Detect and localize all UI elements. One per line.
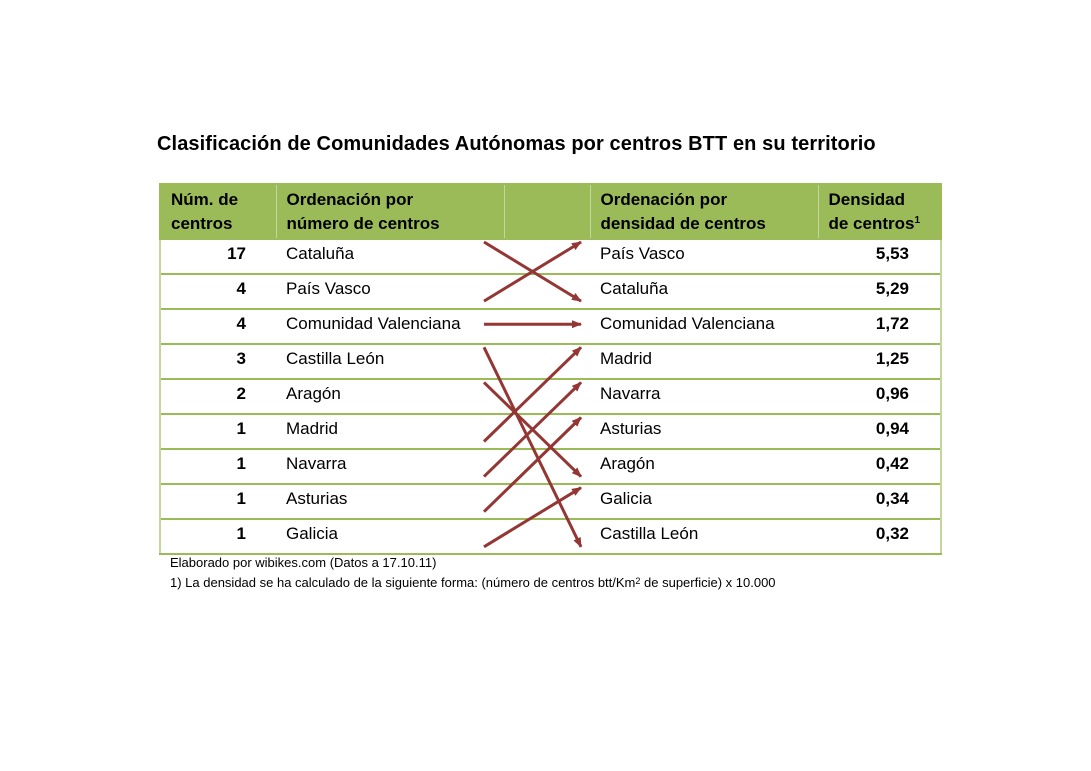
community-by-density: Castilla León (590, 518, 818, 555)
community-by-number: País Vasco (276, 273, 504, 309)
table-row: 1 Galicia Castilla León 0,32 (159, 518, 942, 555)
arrow-cell (504, 448, 590, 484)
community-by-number: Cataluña (276, 238, 504, 274)
table-row: 4 País Vasco Cataluña 5,29 (159, 273, 942, 309)
community-by-number: Comunidad Valenciana (276, 308, 504, 344)
community-by-density: Navarra (590, 378, 818, 414)
community-by-number: Navarra (276, 448, 504, 484)
header-num-centros: Núm. de centros (159, 183, 277, 239)
table-header-row: Núm. de centros Ordenación por número de c… (159, 183, 942, 239)
center-count: 17 (159, 238, 276, 274)
arrow-cell (504, 483, 590, 519)
center-count: 2 (159, 378, 276, 414)
header-arrow-column (503, 183, 591, 239)
table-row: 17 Cataluña País Vasco 5,53 (159, 238, 942, 274)
density-value: 0,42 (818, 448, 942, 484)
community-by-density: Cataluña (590, 273, 818, 309)
header-order-by-number: Ordenación por número de centros (275, 183, 505, 239)
density-value: 0,34 (818, 483, 942, 519)
source-note: Elaborado por wibikes.com (Datos a 17.10… (170, 555, 437, 570)
density-value: 1,25 (818, 343, 942, 379)
community-by-number: Aragón (276, 378, 504, 414)
center-count: 1 (159, 483, 276, 519)
center-count: 4 (159, 273, 276, 309)
arrow-cell (504, 308, 590, 344)
density-value: 0,32 (818, 518, 942, 555)
community-by-density: País Vasco (590, 238, 818, 274)
page-title: Clasificación de Comunidades Autónomas p… (157, 133, 876, 155)
arrow-cell (504, 343, 590, 379)
footnote-marker: 1 (914, 215, 921, 226)
center-count: 3 (159, 343, 276, 379)
center-count: 4 (159, 308, 276, 344)
center-count: 1 (159, 518, 276, 555)
header-density: Densidad de centros1 (817, 183, 942, 239)
community-by-number: Galicia (276, 518, 504, 555)
community-by-density: Aragón (590, 448, 818, 484)
arrow-cell (504, 413, 590, 449)
arrow-cell (504, 273, 590, 309)
community-by-density: Galicia (590, 483, 818, 519)
arrow-cell (504, 518, 590, 555)
table-row: 4 Comunidad Valenciana Comunidad Valencian… (159, 308, 942, 344)
community-by-density: Comunidad Valenciana (590, 308, 818, 344)
density-value: 0,96 (818, 378, 942, 414)
density-value: 0,94 (818, 413, 942, 449)
table-row: 1 Asturias Galicia 0,34 (159, 483, 942, 519)
arrow-cell (504, 238, 590, 274)
table-row: 1 Madrid Asturias 0,94 (159, 413, 942, 449)
center-count: 1 (159, 413, 276, 449)
header-order-by-density: Ordenación por densidad de centros (589, 183, 819, 239)
center-count: 1 (159, 448, 276, 484)
community-by-density: Asturias (590, 413, 818, 449)
density-value: 1,72 (818, 308, 942, 344)
density-value: 5,29 (818, 273, 942, 309)
table-row: 2 Aragón Navarra 0,96 (159, 378, 942, 414)
community-by-density: Madrid (590, 343, 818, 379)
table-row: 3 Castilla León Madrid 1,25 (159, 343, 942, 379)
density-value: 5,53 (818, 238, 942, 274)
community-by-number: Madrid (276, 413, 504, 449)
arrow-cell (504, 378, 590, 414)
table-row: 1 Navarra Aragón 0,42 (159, 448, 942, 484)
table-notes: Elaborado por wibikes.com (Datos a 17.10… (170, 553, 776, 593)
density-footnote: 1) La densidad se ha calculado de la sig… (170, 575, 776, 590)
ranking-table: Núm. de centros Ordenación por número de c… (159, 183, 942, 555)
community-by-number: Asturias (276, 483, 504, 519)
community-by-number: Castilla León (276, 343, 504, 379)
